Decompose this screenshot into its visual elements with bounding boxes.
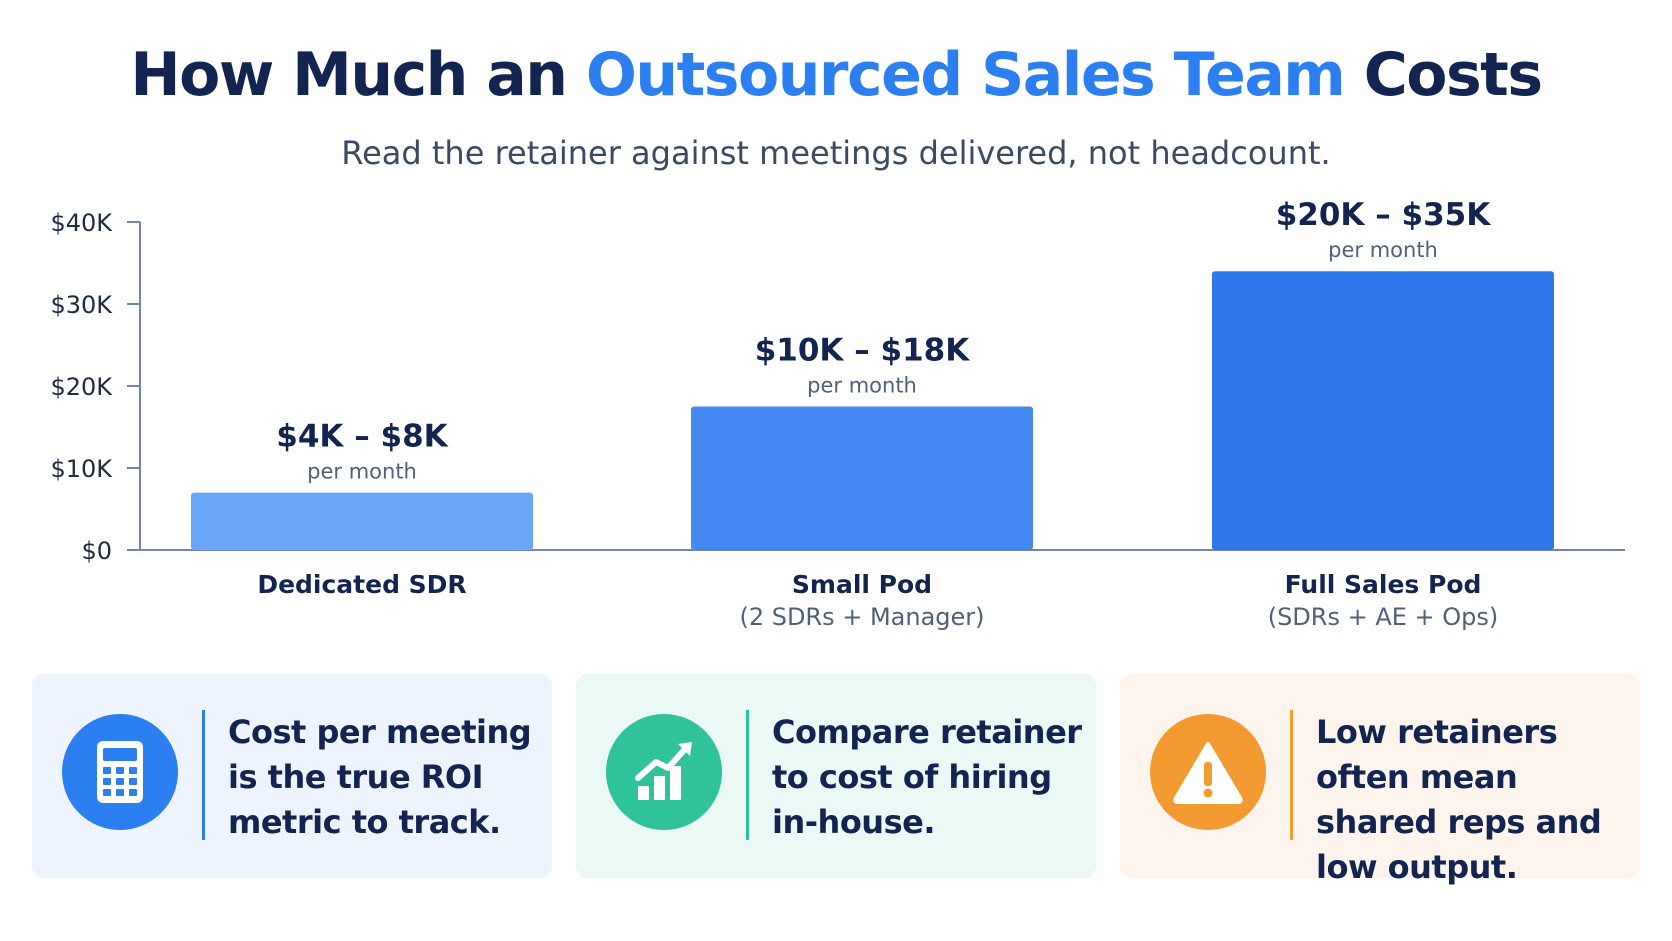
page-title: How Much an Outsourced Sales Team Costs bbox=[0, 40, 1672, 110]
title-part-2: Costs bbox=[1363, 40, 1543, 110]
y-tick-label: $0 bbox=[81, 537, 112, 565]
info-card-compare-retainer: Compare retainer to cost of hiring in-ho… bbox=[576, 674, 1096, 878]
card-divider bbox=[746, 710, 749, 840]
card-divider bbox=[1290, 710, 1293, 840]
bar-value-label: $20K – $35K bbox=[1276, 197, 1492, 233]
bar-sublabel: per month bbox=[1328, 238, 1438, 262]
category-label: Full Sales Pod bbox=[1285, 570, 1482, 599]
bar-sublabel: per month bbox=[807, 374, 917, 398]
card-text: Compare retainer to cost of hiring in-ho… bbox=[772, 713, 1082, 841]
growth-chart-icon bbox=[606, 714, 722, 830]
category-label: Small Pod bbox=[792, 570, 932, 599]
calculator-icon bbox=[62, 714, 178, 830]
category-sublabel: (SDRs + AE + Ops) bbox=[1268, 603, 1499, 631]
bar-3 bbox=[1212, 271, 1554, 550]
bar-sublabel: per month bbox=[307, 460, 417, 484]
card-text: Cost per meeting is the true ROI metric … bbox=[228, 713, 532, 841]
title-accent: Outsourced Sales Team bbox=[585, 40, 1346, 110]
y-tick-label: $40K bbox=[50, 209, 113, 237]
warning-icon bbox=[1150, 714, 1266, 830]
bar-chart: $0 $10K $20K $30K $40K $4K – $8K per month Dedi… bbox=[50, 197, 1625, 631]
bar-value-label: $4K – $8K bbox=[276, 419, 448, 455]
info-card-low-retainers: Low retainers often mean shared reps and… bbox=[1120, 674, 1640, 886]
category-sublabel: (2 SDRs + Manager) bbox=[739, 603, 984, 631]
y-tick-label: $10K bbox=[50, 455, 113, 483]
info-card-cost-per-meeting: Cost per meeting is the true ROI metric … bbox=[32, 674, 552, 878]
y-tick-label: $20K bbox=[50, 373, 113, 401]
card-divider bbox=[202, 710, 205, 840]
category-label: Dedicated SDR bbox=[257, 570, 466, 599]
card-text: Low retainers often mean shared reps and… bbox=[1316, 713, 1602, 886]
bar-value-label: $10K – $18K bbox=[755, 333, 971, 369]
title-part-1: How Much an bbox=[130, 40, 568, 110]
page-subtitle: Read the retainer against meetings deliv… bbox=[341, 134, 1331, 172]
bar-1 bbox=[191, 492, 533, 550]
bar-2 bbox=[691, 406, 1033, 550]
y-tick-label: $30K bbox=[50, 291, 113, 319]
